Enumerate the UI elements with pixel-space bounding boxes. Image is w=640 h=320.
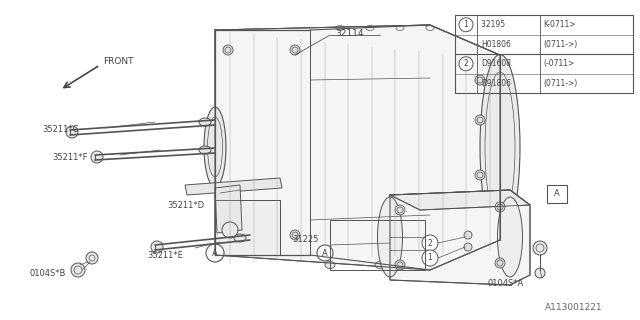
Ellipse shape — [234, 234, 246, 242]
Circle shape — [464, 243, 472, 251]
Circle shape — [223, 45, 233, 55]
Circle shape — [395, 260, 405, 270]
Circle shape — [535, 268, 545, 278]
Text: A: A — [554, 189, 560, 198]
Circle shape — [91, 151, 103, 163]
Text: K-0711>: K-0711> — [543, 20, 575, 29]
Text: H01806: H01806 — [481, 40, 511, 49]
Circle shape — [495, 258, 505, 268]
Ellipse shape — [199, 146, 211, 154]
Ellipse shape — [375, 261, 385, 268]
Ellipse shape — [480, 54, 520, 239]
Circle shape — [475, 170, 485, 180]
Circle shape — [395, 205, 405, 215]
Text: 2: 2 — [428, 238, 433, 247]
Text: 35211*C: 35211*C — [42, 125, 79, 134]
Text: FRONT: FRONT — [103, 58, 134, 67]
Text: A: A — [322, 249, 328, 258]
Text: 1: 1 — [428, 253, 433, 262]
Circle shape — [290, 230, 300, 240]
Text: 35211*D: 35211*D — [167, 201, 204, 210]
Circle shape — [206, 244, 224, 262]
Text: A: A — [212, 249, 218, 258]
Text: A113001221: A113001221 — [545, 303, 603, 313]
Text: 0104S*A: 0104S*A — [488, 278, 524, 287]
Ellipse shape — [378, 197, 403, 277]
Circle shape — [223, 230, 233, 240]
Circle shape — [290, 45, 300, 55]
Text: 32114: 32114 — [335, 28, 364, 37]
Circle shape — [475, 115, 485, 125]
Ellipse shape — [425, 261, 435, 268]
Text: 1: 1 — [463, 20, 468, 29]
Text: D91608: D91608 — [481, 59, 511, 68]
Text: 2: 2 — [463, 59, 468, 68]
Circle shape — [475, 210, 485, 220]
Circle shape — [86, 252, 98, 264]
Bar — [455, 15, 633, 93]
Ellipse shape — [325, 261, 335, 268]
Text: 32195: 32195 — [481, 20, 508, 29]
Circle shape — [422, 250, 438, 266]
Ellipse shape — [497, 197, 522, 277]
Bar — [547, 185, 567, 203]
Text: (-0711>: (-0711> — [543, 59, 574, 68]
Text: (0711->): (0711->) — [543, 40, 577, 49]
Circle shape — [71, 263, 85, 277]
Text: (0711->): (0711->) — [543, 79, 577, 88]
Ellipse shape — [199, 118, 211, 126]
Circle shape — [533, 241, 547, 255]
Circle shape — [475, 75, 485, 85]
Polygon shape — [215, 25, 500, 270]
Circle shape — [422, 235, 438, 251]
Polygon shape — [215, 30, 310, 255]
Circle shape — [459, 57, 473, 71]
Text: 35211*E: 35211*E — [147, 251, 183, 260]
Polygon shape — [215, 200, 280, 255]
Ellipse shape — [204, 107, 226, 187]
Text: 0104S*B: 0104S*B — [30, 268, 67, 277]
Circle shape — [222, 222, 238, 238]
Circle shape — [151, 241, 163, 253]
Polygon shape — [215, 185, 242, 233]
Polygon shape — [215, 25, 430, 60]
Text: D91806: D91806 — [481, 79, 511, 88]
Polygon shape — [390, 190, 530, 210]
Circle shape — [464, 231, 472, 239]
Text: 35211*F: 35211*F — [52, 154, 88, 163]
Circle shape — [317, 245, 333, 261]
Circle shape — [459, 18, 473, 32]
Text: 31225: 31225 — [292, 236, 318, 244]
Circle shape — [66, 126, 78, 138]
Circle shape — [495, 202, 505, 212]
Bar — [330, 220, 425, 270]
Polygon shape — [185, 178, 282, 195]
Polygon shape — [390, 190, 530, 285]
